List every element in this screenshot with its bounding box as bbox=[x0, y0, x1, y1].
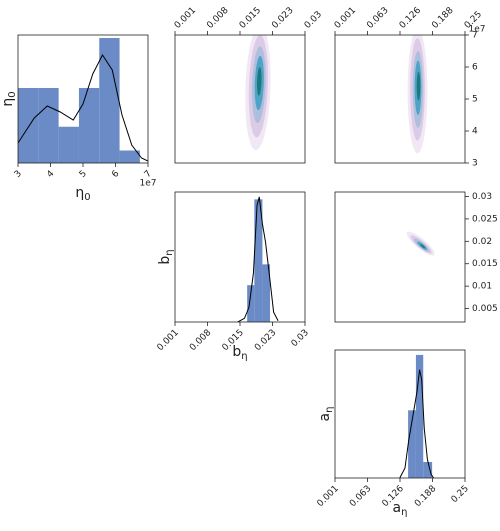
plot-area bbox=[245, 35, 271, 151]
frame bbox=[334, 191, 466, 323]
bar bbox=[408, 410, 416, 478]
y-axis-label-base: η bbox=[0, 98, 16, 107]
y-tick-label: 7 bbox=[472, 31, 478, 41]
x-tick-label: 0.023 bbox=[253, 328, 278, 353]
y-axis-label: η0 bbox=[0, 91, 18, 106]
x-tick-label: 0.126 bbox=[398, 5, 423, 30]
x-tick-label: 6 bbox=[110, 169, 121, 180]
contour-level bbox=[420, 244, 426, 249]
x-axis-label-sub: η bbox=[241, 351, 247, 362]
y-tick-label: 0.025 bbox=[472, 214, 498, 224]
frame bbox=[174, 191, 306, 323]
x-tick-label: 0.015 bbox=[238, 6, 263, 31]
plot-area bbox=[237, 196, 279, 322]
x-axis-label: aη bbox=[393, 500, 408, 518]
bar bbox=[254, 199, 263, 322]
frame bbox=[334, 34, 466, 164]
x-tick-label: 5 bbox=[78, 169, 89, 180]
y-offset-label: 1e7 bbox=[469, 25, 486, 35]
x-tick-label: 0.008 bbox=[188, 328, 213, 353]
x-tick-label: 0.063 bbox=[348, 484, 373, 509]
y-tick-label: 0.01 bbox=[472, 282, 492, 292]
x-tick-label: 4 bbox=[45, 169, 56, 180]
x-axis-label-base: η bbox=[75, 185, 84, 201]
x-axis-label: bη bbox=[232, 344, 247, 362]
bar bbox=[58, 126, 79, 163]
kde-line bbox=[399, 369, 435, 478]
bar bbox=[119, 150, 140, 163]
x-tick-label: 3 bbox=[13, 169, 24, 180]
y-axis-label-sub: η bbox=[164, 249, 175, 255]
plot-area bbox=[407, 35, 428, 154]
bar bbox=[78, 88, 100, 163]
bar bbox=[18, 88, 39, 163]
y-tick-label: 0.03 bbox=[472, 192, 492, 202]
x-axis-label-base: a bbox=[393, 500, 402, 516]
y-tick-label: 6 bbox=[472, 63, 478, 73]
y-axis-label-sub: η bbox=[324, 407, 335, 413]
contour-level bbox=[256, 67, 262, 96]
plot-area bbox=[399, 354, 435, 478]
y-tick-label: 0.02 bbox=[472, 237, 492, 247]
bar bbox=[423, 462, 433, 478]
x-axis-label-base: b bbox=[232, 344, 241, 360]
kde-line bbox=[237, 196, 279, 322]
bar bbox=[262, 264, 271, 322]
y-axis-label-base: a bbox=[317, 413, 333, 422]
y-tick-label: 5 bbox=[472, 95, 478, 105]
y-tick-label: 3 bbox=[472, 159, 478, 169]
x-axis-label-sub: η bbox=[401, 507, 407, 518]
plot-area bbox=[406, 231, 435, 256]
x-tick-label: 0.03 bbox=[303, 10, 324, 31]
kde-line bbox=[18, 54, 148, 162]
x-tick-label: 0.063 bbox=[365, 6, 390, 31]
frame bbox=[174, 34, 306, 164]
y-tick-label: 0.005 bbox=[472, 304, 498, 314]
bar bbox=[247, 285, 255, 322]
x-tick-label: 0.001 bbox=[333, 6, 358, 31]
y-tick-label: 4 bbox=[472, 127, 478, 137]
x-tick-label: 0.25 bbox=[450, 484, 471, 505]
x-tick-label: 0.001 bbox=[156, 328, 181, 353]
frame bbox=[334, 349, 466, 479]
contour-level bbox=[416, 71, 421, 101]
x-tick-label: 0.001 bbox=[316, 484, 341, 509]
bar bbox=[415, 354, 424, 478]
y-axis-label: aη bbox=[317, 407, 335, 422]
x-tick-label: 7 bbox=[143, 169, 154, 180]
plot-area bbox=[18, 38, 148, 163]
x-axis-label: η0 bbox=[75, 185, 90, 203]
x-tick-label: 0.03 bbox=[290, 328, 311, 349]
x-tick-label: 0.188 bbox=[413, 484, 438, 509]
bar bbox=[38, 88, 59, 163]
x-tick-label: 0.008 bbox=[205, 5, 230, 30]
bar bbox=[99, 38, 120, 163]
x-tick-label: 0.023 bbox=[270, 6, 295, 31]
x-axis-label-sub: 0 bbox=[84, 192, 90, 203]
x-tick-label: 0.188 bbox=[430, 5, 455, 30]
y-tick-label: 0.015 bbox=[472, 259, 498, 269]
x-offset-label: 1e7 bbox=[140, 179, 157, 189]
y-axis-label-sub: 0 bbox=[7, 91, 18, 97]
x-tick-label: 0.001 bbox=[173, 6, 198, 31]
y-axis-label-base: b bbox=[157, 256, 173, 265]
y-axis-label: bη bbox=[157, 249, 175, 264]
